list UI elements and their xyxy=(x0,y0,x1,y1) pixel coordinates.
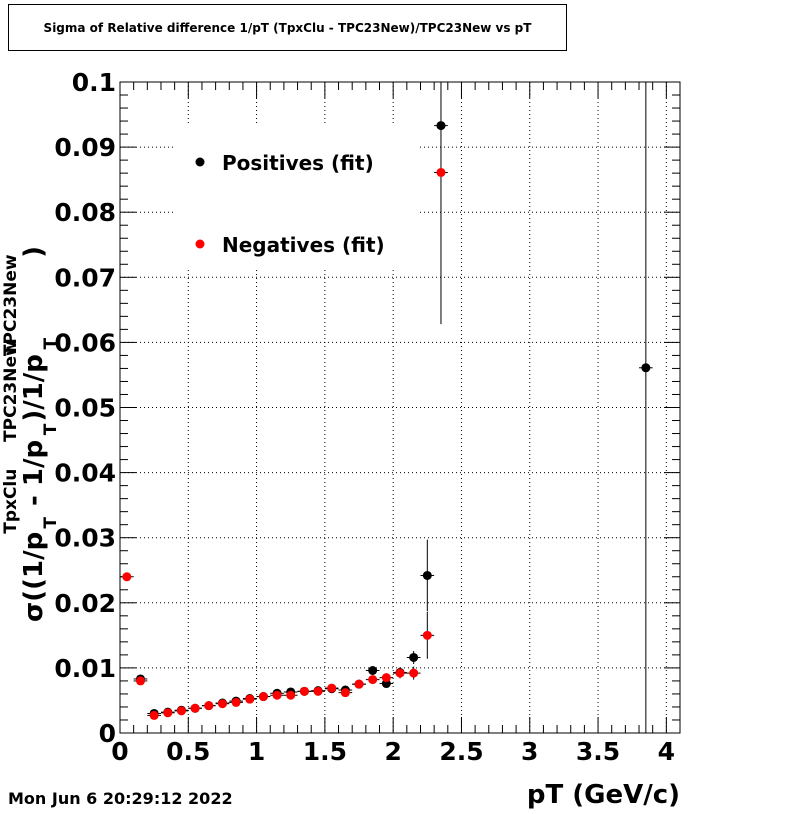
legend: Positives (fit) Negatives (fit) xyxy=(175,125,420,270)
series-negatives xyxy=(120,167,448,720)
y-tick-label: 0.03 xyxy=(54,524,116,553)
legend-label-negatives: Negatives (fit) xyxy=(222,233,385,257)
data-point xyxy=(368,666,378,676)
data-point xyxy=(327,683,337,693)
data-point xyxy=(436,167,446,177)
y-label-sub1: T xyxy=(41,517,61,529)
y-label-open: ((1/p xyxy=(19,532,49,602)
data-point xyxy=(190,703,200,713)
axis-ticks xyxy=(119,81,680,734)
x-tick-label: 2 xyxy=(384,737,401,766)
data-point xyxy=(231,697,241,707)
y-tick-label: 0.08 xyxy=(54,198,116,227)
data-point xyxy=(368,675,378,685)
data-point xyxy=(409,668,419,678)
data-point xyxy=(395,668,405,678)
y-label-sup1: TpxClu xyxy=(1,469,21,534)
x-tick-label: 4 xyxy=(658,737,675,766)
data-point xyxy=(641,363,651,373)
x-tick-label: 1 xyxy=(248,737,265,766)
data-point xyxy=(135,676,145,686)
y-label-close2: ) xyxy=(19,246,49,258)
legend-marker-negatives xyxy=(195,239,205,249)
y-tick-label: 0.06 xyxy=(54,328,116,357)
chart-title-box: Sigma of Relative difference 1/pT (TpxCl… xyxy=(8,4,567,51)
y-label-sub3: T xyxy=(41,337,61,349)
x-axis-label: pT (GeV/c) xyxy=(526,780,680,810)
y-tick-label: 0.07 xyxy=(54,263,116,292)
data-point xyxy=(258,692,268,702)
y-tick-labels: 0 0.01 0.02 0.03 0.04 0.05 0.06 0.07 0.08 0.09 0.1 xyxy=(54,68,116,748)
data-point xyxy=(122,572,132,582)
y-tick-label: 0.02 xyxy=(54,589,116,618)
data-point xyxy=(163,708,173,718)
x-tick-labels: 0 0.5 1 1.5 2 2.5 3 3.5 4 xyxy=(111,737,675,766)
data-point xyxy=(422,570,432,580)
x-tick-label: 0 xyxy=(111,737,128,766)
y-tick-label: 0 xyxy=(99,719,116,748)
x-tick-label: 3.5 xyxy=(576,737,620,766)
y-label-sup2: TPC23New xyxy=(1,340,21,442)
data-point xyxy=(204,701,214,711)
chart-title: Sigma of Relative difference 1/pT (TpxCl… xyxy=(43,20,532,35)
data-point xyxy=(340,688,350,698)
y-tick-label: 0.09 xyxy=(54,133,116,162)
data-point xyxy=(354,679,364,689)
data-point xyxy=(409,652,419,662)
y-tick-label: 0.1 xyxy=(72,68,116,97)
data-point xyxy=(149,710,159,720)
legend-marker-positives xyxy=(195,157,205,167)
y-label-mid: - 1/p xyxy=(19,440,49,515)
data-point xyxy=(176,706,186,716)
x-tick-label: 1.5 xyxy=(303,737,347,766)
y-axis-label: σ((1/pTpxClu T - 1/pTPC23New T)/1/pTPC23Ne… xyxy=(1,246,61,622)
legend-label-positives: Positives (fit) xyxy=(222,151,374,175)
data-point xyxy=(313,686,323,696)
data-point xyxy=(436,121,446,131)
x-tick-label: 2.5 xyxy=(439,737,483,766)
y-label-close1: )/1/p xyxy=(19,354,49,422)
y-label-sup3: TPC23New xyxy=(1,254,21,356)
data-point xyxy=(422,630,432,640)
y-tick-label: 0.01 xyxy=(54,654,116,683)
data-point xyxy=(217,699,227,709)
timestamp: Mon Jun 6 20:29:12 2022 xyxy=(8,789,233,808)
y-tick-label: 0.05 xyxy=(54,394,116,423)
y-label-sigma: σ xyxy=(19,602,49,622)
data-point xyxy=(245,694,255,704)
y-label-sub2: T xyxy=(41,423,61,435)
data-point xyxy=(381,673,391,683)
data-point xyxy=(286,690,296,700)
data-point xyxy=(272,690,282,700)
data-points xyxy=(120,82,653,733)
legend-box xyxy=(175,125,420,270)
y-tick-label: 0.04 xyxy=(54,459,116,488)
data-point xyxy=(299,686,309,696)
x-tick-label: 0.5 xyxy=(166,737,210,766)
x-tick-label: 3 xyxy=(521,737,538,766)
